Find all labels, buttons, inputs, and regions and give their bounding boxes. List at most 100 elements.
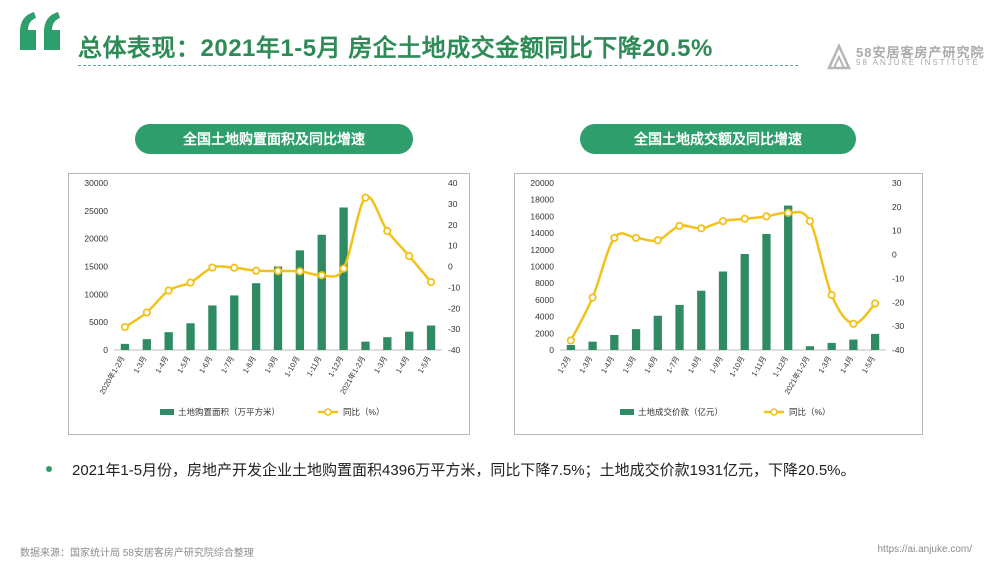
x-tick-label: 1-5月: [860, 355, 877, 375]
yoy-point: [762, 212, 771, 221]
y2-tick-label: 20: [448, 220, 458, 230]
source-url[interactable]: https://ai.anjuke.com/: [877, 544, 973, 555]
y2-tick-label: -10: [448, 282, 461, 292]
y2-tick-label: 30: [448, 199, 458, 209]
yoy-point: [339, 264, 348, 273]
yoy-point: [208, 263, 217, 272]
bar: [120, 343, 130, 350]
y2-tick-label: 10: [892, 226, 902, 236]
x-tick-label: 1-12月: [771, 355, 790, 379]
legend-line-marker: [770, 408, 778, 416]
y-tick-label: 0: [103, 345, 108, 355]
x-tick-label: 1-6月: [197, 355, 214, 375]
bar: [405, 331, 414, 350]
chart-title-land-area: 全国土地购置面积及同比增速: [135, 124, 413, 154]
bar: [849, 339, 858, 350]
chart-title-land-value: 全国土地成交额及同比增速: [580, 124, 856, 154]
bar: [273, 266, 283, 350]
bar: [339, 207, 348, 350]
y-tick-label: 0: [549, 345, 554, 355]
y2-tick-label: 30: [892, 178, 902, 188]
bar: [186, 323, 195, 350]
bar: [361, 341, 370, 350]
legend-line-label: 同比（%）: [789, 407, 831, 417]
yoy-point: [317, 271, 326, 280]
y-tick-label: 12000: [530, 245, 554, 255]
y-tick-label: 8000: [535, 278, 554, 288]
yoy-point: [784, 208, 793, 217]
chart-panel-land-area: [68, 173, 470, 435]
yoy-point: [273, 266, 283, 276]
y2-tick-label: 0: [448, 262, 453, 272]
bar: [230, 295, 239, 350]
bar: [383, 337, 392, 350]
yoy-point: [805, 217, 815, 226]
chart-land-area: 30000 25000 20000 15000 10000 5000 0 40 30 20 10 0 -…: [84, 178, 461, 417]
legend-line-label: 同比（%）: [343, 407, 385, 417]
bar: [426, 325, 436, 350]
y-tick-label: 10000: [530, 262, 554, 272]
x-tick-label: 1-11月: [749, 355, 768, 379]
quote-mark-icon: [20, 12, 60, 50]
y2-tick-label: 10: [448, 241, 458, 251]
bar: [697, 290, 706, 350]
y2-tick-label: -30: [448, 324, 461, 334]
chart-land-value: 2000018000160001400012000100008000600040…: [530, 178, 905, 417]
yoy-point: [295, 267, 304, 276]
yoy-point: [610, 233, 619, 242]
yoy-point: [631, 233, 641, 242]
yoy-point: [120, 322, 130, 332]
y-tick-label: 5000: [89, 317, 108, 327]
x-tick-label: 1-7月: [219, 355, 236, 375]
bar: [718, 271, 728, 350]
yoy-point: [653, 236, 662, 245]
y-tick-label: 20000: [84, 234, 108, 244]
y2-tick-label: -20: [892, 297, 905, 307]
yoy-point: [230, 263, 239, 272]
x-tick-label: 1-5月: [416, 355, 433, 375]
yoy-point: [871, 299, 880, 308]
x-tick-label: 1-8月: [686, 355, 703, 375]
yoy-point: [675, 221, 684, 231]
x-tick-label: 1-6月: [643, 355, 660, 375]
x-tick-label: 1-3月: [132, 355, 149, 375]
yoy-point: [849, 319, 858, 328]
bar: [251, 283, 261, 350]
x-tick-label: 1-7月: [664, 355, 681, 375]
y2-tick-label: 0: [892, 250, 897, 260]
x-tick-label: 1-3月: [372, 355, 389, 375]
y2-tick-label: -10: [892, 273, 905, 283]
y-tick-label: 2000: [535, 328, 554, 338]
y-tick-label: 25000: [84, 206, 108, 216]
yoy-point: [426, 278, 436, 287]
bar: [142, 339, 151, 350]
x-tick-label: 1-11月: [305, 355, 324, 379]
bar: [164, 332, 173, 350]
x-tick-label: 1-3月: [816, 355, 833, 375]
x-tick-label: 1-9月: [708, 355, 725, 375]
legend-bar-label: 土地成交价款（亿元）: [638, 407, 723, 417]
y-tick-label: 18000: [530, 195, 554, 205]
legend-bar-swatch: [620, 409, 634, 415]
page-title: 总体表现：2021年1-5月 房企土地成交金额同比下降20.5%: [78, 35, 713, 62]
y-tick-label: 14000: [530, 228, 554, 238]
y2-tick-label: 20: [892, 202, 902, 212]
y2-tick-label: -20: [448, 303, 461, 313]
yoy-point: [383, 226, 392, 236]
anjuke-logo: 58安居客房产研究院 58 ANJUKE INSTITUTE: [826, 40, 986, 74]
yoy-point: [405, 251, 414, 261]
legend-bar-swatch: [160, 409, 174, 415]
yoy-point: [588, 293, 597, 302]
x-tick-label: 1-4月: [153, 355, 170, 375]
yoy-point: [697, 224, 706, 233]
summary-text: 2021年1-5月份，房地产开发企业土地购置面积4396万平方米，同比下降7.5…: [72, 462, 856, 479]
bar: [208, 305, 217, 350]
legend-bar-label: 土地购置面积（万平方米）: [178, 407, 280, 417]
bar: [295, 250, 305, 350]
title-divider: [78, 65, 798, 66]
x-tick-label: 1-3月: [577, 355, 594, 375]
x-tick-label: 1-4月: [599, 355, 616, 375]
anjuke-logo-icon: [827, 42, 851, 70]
y-tick-label: 10000: [84, 289, 108, 299]
x-tick-label: 1-10月: [283, 355, 302, 379]
